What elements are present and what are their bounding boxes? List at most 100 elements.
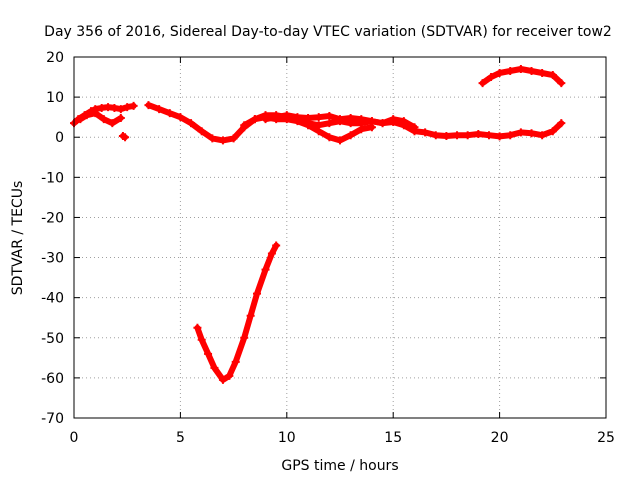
- data-point: [336, 115, 344, 124]
- data-point: [557, 119, 566, 128]
- data-point: [240, 121, 249, 130]
- data-point: [538, 131, 547, 140]
- data-point: [116, 113, 125, 122]
- data-point: [431, 131, 440, 140]
- data-point: [82, 111, 91, 120]
- data-point: [197, 127, 206, 136]
- data-point: [293, 113, 302, 122]
- data-point: [116, 105, 125, 114]
- data-point: [261, 265, 270, 274]
- series-segment-8: [478, 65, 566, 88]
- y-tick-label: -40: [41, 291, 64, 307]
- y-axis-label: SDTVAR / TECUs: [10, 181, 26, 296]
- data-point: [399, 117, 408, 126]
- data-point: [208, 134, 217, 143]
- x-tick-label: 10: [278, 430, 296, 446]
- data-point: [225, 371, 234, 380]
- data-point: [110, 103, 119, 112]
- y-tick-label: -30: [41, 251, 64, 267]
- data-point: [282, 111, 291, 120]
- data-point: [314, 113, 323, 122]
- data-point: [155, 105, 164, 114]
- y-tick-label: -10: [41, 170, 64, 186]
- data-point: [453, 131, 462, 140]
- data-point: [197, 335, 206, 344]
- series-segment-3: [118, 132, 130, 142]
- data-point: [314, 127, 323, 136]
- data-point: [474, 130, 483, 139]
- data-point: [527, 129, 536, 138]
- data-point: [357, 125, 366, 134]
- data-point: [325, 111, 334, 120]
- data-point: [346, 113, 355, 122]
- data-point: [557, 79, 566, 88]
- data-point: [516, 128, 525, 137]
- x-axis-label: GPS time / hours: [281, 458, 398, 474]
- data-series: [70, 65, 566, 384]
- data-point: [389, 115, 398, 124]
- y-tick-label: -50: [41, 331, 64, 347]
- data-point: [272, 113, 281, 122]
- data-point: [325, 133, 334, 142]
- data-point: [325, 119, 334, 128]
- data-point: [123, 103, 132, 112]
- data-point: [218, 375, 227, 384]
- data-point: [506, 131, 515, 140]
- data-point: [76, 115, 85, 124]
- data-point: [357, 115, 366, 124]
- data-point: [346, 131, 355, 140]
- series-line: [145, 102, 565, 144]
- data-point: [506, 67, 515, 76]
- data-point: [261, 115, 270, 124]
- data-point: [91, 109, 100, 118]
- data-point: [176, 113, 185, 122]
- x-tick-label: 20: [491, 430, 509, 446]
- y-tick-label: 20: [46, 50, 64, 66]
- chart-title: Day 356 of 2016, Sidereal Day-to-day VTE…: [44, 24, 612, 40]
- data-point: [378, 119, 387, 128]
- x-tick-label: 5: [176, 430, 185, 446]
- data-point: [272, 241, 281, 250]
- data-point: [421, 128, 430, 137]
- axis-ticks: 0 5 10 15 20 25 -70 -60 -50 -40 -30 -20 -10 0 10 20: [41, 50, 615, 446]
- data-point: [484, 131, 493, 140]
- data-point: [495, 132, 504, 141]
- data-point: [204, 349, 213, 358]
- data-point: [144, 101, 153, 110]
- data-point: [267, 249, 276, 258]
- data-point: [253, 289, 262, 298]
- data-point: [478, 79, 487, 88]
- data-point: [336, 136, 344, 145]
- y-tick-label: 0: [55, 130, 64, 146]
- data-point: [108, 119, 117, 128]
- series-segment-2: [76, 109, 125, 128]
- data-point: [129, 101, 138, 110]
- data-point: [410, 123, 419, 132]
- data-point: [231, 357, 240, 366]
- x-tick-label: 15: [384, 430, 402, 446]
- data-point: [187, 119, 196, 128]
- data-point: [218, 136, 227, 145]
- data-point: [240, 333, 249, 342]
- data-point: [210, 363, 219, 372]
- data-point: [463, 131, 472, 140]
- data-point: [367, 117, 376, 126]
- data-point: [250, 115, 259, 124]
- data-point: [527, 67, 536, 76]
- data-point: [548, 71, 557, 80]
- y-tick-label: -70: [41, 411, 64, 427]
- data-point: [121, 133, 130, 142]
- data-point: [193, 323, 202, 332]
- y-tick-label: 10: [46, 90, 64, 106]
- data-point: [304, 113, 313, 122]
- data-point: [229, 134, 238, 143]
- series-segment-6: [261, 111, 419, 132]
- data-point: [495, 69, 504, 78]
- series-segment-7: [193, 241, 281, 384]
- data-point: [516, 65, 525, 74]
- data-point: [165, 109, 174, 118]
- y-tick-label: -60: [41, 371, 64, 387]
- data-point: [246, 311, 255, 320]
